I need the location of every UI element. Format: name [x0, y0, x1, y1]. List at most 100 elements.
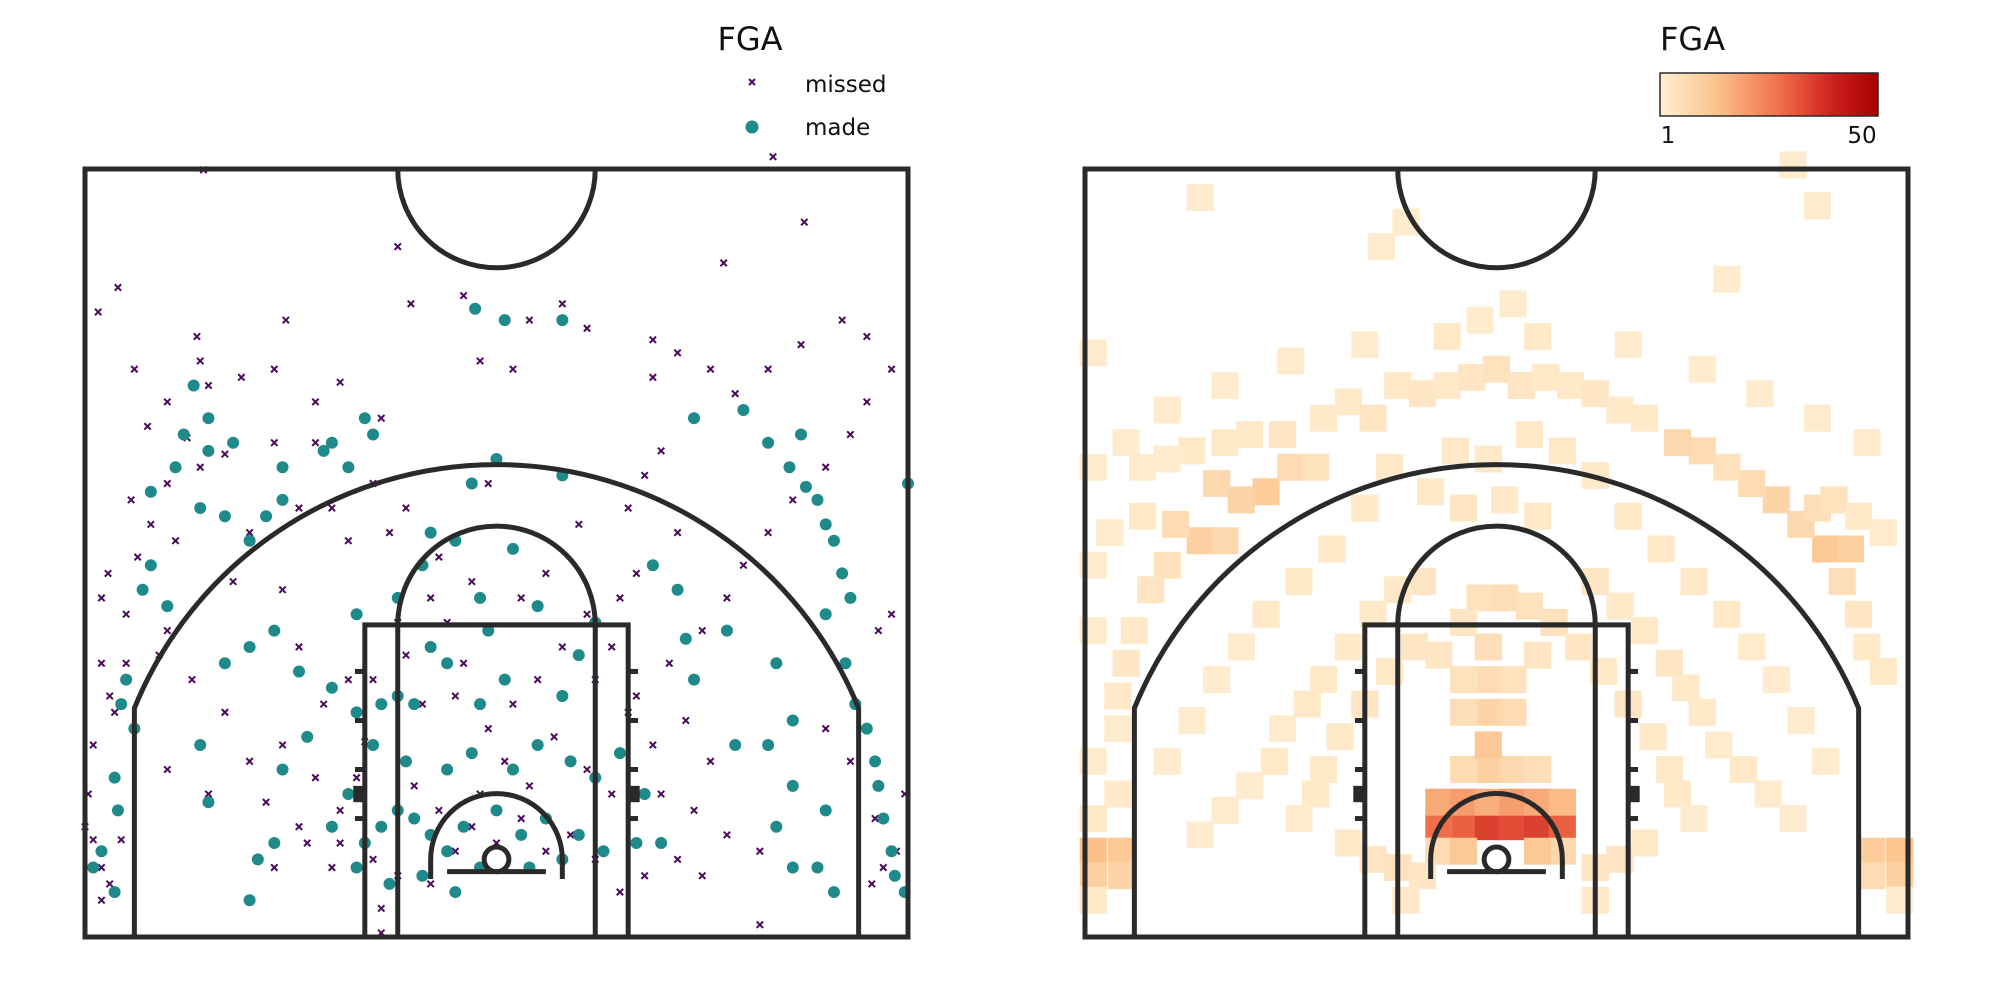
missed-shot-marker: [879, 863, 888, 872]
court-lines-left: [82, 166, 911, 940]
made-shot-marker: [638, 788, 651, 801]
missed-shot-marker: [509, 365, 517, 374]
missed-shot-marker: [484, 479, 493, 488]
missed-shot-marker: [89, 741, 98, 749]
heatmap-cell: [1107, 837, 1135, 865]
heatmap-cell: [1639, 723, 1667, 751]
heatmap-cell: [1211, 429, 1239, 457]
block-mark: [353, 785, 365, 803]
heatmap-cell: [1236, 421, 1264, 449]
heatmap-cell: [1524, 641, 1552, 669]
missed-shot-marker: [846, 757, 855, 766]
missed-shot-marker: [673, 528, 682, 537]
made-shot-marker: [836, 567, 849, 580]
missed-shot-marker: [188, 675, 196, 684]
heatmap-cell: [1606, 396, 1634, 424]
missed-shot-marker: [146, 520, 155, 529]
heatmap-cell: [1754, 780, 1782, 808]
missed-shot-marker: [517, 594, 526, 602]
heatmap-cell: [1153, 396, 1181, 424]
missed-shot-marker: [410, 781, 419, 790]
heatmap-cell: [1334, 633, 1362, 661]
missed-shot-marker: [311, 438, 320, 447]
made-shot-marker: [770, 820, 783, 833]
made-shot-marker: [276, 493, 289, 506]
missed-shot-marker: [467, 577, 476, 586]
heatmap-cell: [1441, 437, 1469, 465]
lane-outer: [362, 622, 631, 940]
made-shot-marker: [350, 861, 363, 874]
missed-shot-marker: [270, 863, 279, 872]
heatmap-cell: [1688, 355, 1716, 383]
made-shot-marker: [367, 739, 380, 751]
heatmap-cell: [1606, 592, 1634, 620]
block-mark: [1628, 785, 1640, 803]
missed-shot-marker: [281, 316, 290, 325]
made-shot-marker: [358, 412, 371, 425]
missed-shot-marker: [117, 835, 126, 844]
missed-shot-marker: [163, 765, 172, 774]
missed-shot-marker: [237, 373, 246, 382]
made-shot-marker: [531, 600, 544, 613]
missed-shot-marker: [533, 675, 542, 684]
heatmap-cell: [1515, 592, 1543, 620]
colorbar-min-label: 1: [1661, 123, 1676, 149]
made-shot-marker: [260, 510, 273, 523]
missed-shot-marker: [467, 822, 476, 831]
missed-shot-marker: [295, 643, 303, 651]
missed-shot-marker: [648, 335, 657, 344]
heatmap-cell: [1104, 715, 1132, 743]
made-shot-marker: [194, 502, 207, 515]
missed-shot-marker: [385, 528, 394, 537]
missed-shot-marker: [122, 610, 131, 619]
missed-shot-marker: [163, 479, 172, 488]
heatmap-cell: [1417, 478, 1445, 506]
missed-shot-marker: [723, 830, 731, 839]
heatmap-cell: [1107, 862, 1135, 890]
heatmap-cell: [1853, 633, 1881, 661]
missed-shot-marker: [616, 594, 624, 602]
heatmap-cell: [1688, 437, 1716, 465]
heatmap-cell: [1507, 372, 1535, 399]
heatmap-cell: [1499, 666, 1527, 694]
missed-shot-marker: [114, 283, 122, 292]
heatmap-cell: [1351, 331, 1379, 359]
missed-shot-marker: [640, 871, 649, 880]
heatmap-cell: [1153, 445, 1181, 473]
missed-shot-marker: [509, 700, 517, 709]
missed-shot-marker: [369, 855, 377, 864]
missed-shot-marker: [755, 920, 764, 929]
heatmap-cell: [1474, 633, 1502, 661]
heatmap-cell: [1787, 707, 1815, 734]
made-shot-marker: [506, 763, 519, 776]
legend-missed-label: missed: [805, 72, 887, 98]
heatmap-cell: [1499, 756, 1527, 783]
legend-made-label: made: [805, 115, 870, 141]
heatmap-cell: [1203, 666, 1231, 694]
missed-shot-marker: [110, 708, 119, 717]
missed-shot-marker: [327, 863, 336, 872]
missed-shot-marker: [97, 659, 106, 668]
made-shot-marker: [469, 302, 482, 315]
made-shot-marker: [474, 591, 487, 604]
made-shot-marker: [408, 812, 421, 825]
missed-shots-series: [81, 152, 909, 937]
made-shot-marker: [762, 436, 775, 449]
heatmap-cell: [1869, 657, 1897, 685]
center-circle: [395, 168, 598, 271]
heatmap-cell: [1869, 519, 1897, 547]
heatmap-cell: [1474, 445, 1502, 473]
missed-shot-marker: [295, 822, 303, 831]
heatmap-cell: [1746, 380, 1774, 408]
heatmap-cell: [1178, 707, 1206, 734]
made-shot-marker: [441, 763, 454, 776]
made-shot-marker: [572, 828, 585, 841]
made-shot-marker: [556, 314, 569, 327]
made-shot-marker: [144, 485, 157, 498]
heatmap-cell: [1334, 388, 1362, 416]
missed-shot-marker: [719, 259, 728, 267]
heatmap-cell: [1524, 502, 1552, 530]
rim: [1481, 844, 1512, 875]
made-shot-marker: [408, 698, 421, 711]
made-shot-marker: [202, 444, 215, 457]
